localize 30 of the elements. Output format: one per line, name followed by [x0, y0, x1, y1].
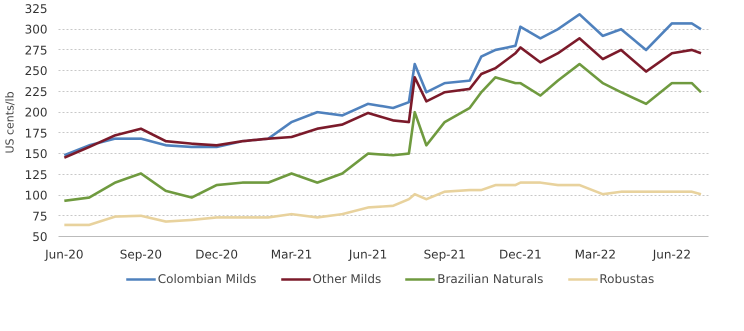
y-tick-label: 125 — [24, 168, 48, 182]
legend-label: Robustas — [599, 272, 654, 286]
line-series — [63, 13, 702, 157]
y-tick-label: 325 — [24, 2, 48, 16]
y-tick-label: 75 — [32, 209, 48, 224]
y-tick-label: 300 — [24, 22, 48, 37]
y-tick-label: 100 — [24, 188, 48, 203]
y-axis-title: US cents/lb — [4, 91, 17, 154]
line-series — [63, 181, 702, 226]
legend-label: Colombian Milds — [158, 272, 256, 286]
legend-label: Other Milds — [312, 272, 382, 286]
y-tick-label: 150 — [24, 147, 48, 162]
y-tick-label: 50 — [32, 230, 48, 244]
x-tick-label: Jun-20 — [44, 248, 84, 262]
x-tick-label: Jun-21 — [348, 248, 388, 262]
x-tick-label: Jun-22 — [652, 248, 692, 262]
x-tick-label: Sep-20 — [120, 248, 162, 262]
x-tick-label: Dec-20 — [195, 248, 238, 262]
line-series — [63, 37, 702, 160]
legend-label: Brazilian Naturals — [437, 272, 544, 286]
y-tick-label: 200 — [24, 106, 48, 120]
x-tick-label: Sep-21 — [424, 248, 466, 262]
y-tick-label: 225 — [24, 84, 48, 99]
x-tick-label: Mar-22 — [574, 248, 616, 262]
x-tick-label: Mar-21 — [270, 248, 312, 262]
line-series — [63, 62, 702, 202]
y-tick-label: 250 — [24, 64, 48, 78]
x-tick-label: Dec-21 — [499, 248, 542, 262]
y-tick-label: 275 — [24, 43, 48, 58]
y-tick-label: 175 — [24, 126, 48, 140]
